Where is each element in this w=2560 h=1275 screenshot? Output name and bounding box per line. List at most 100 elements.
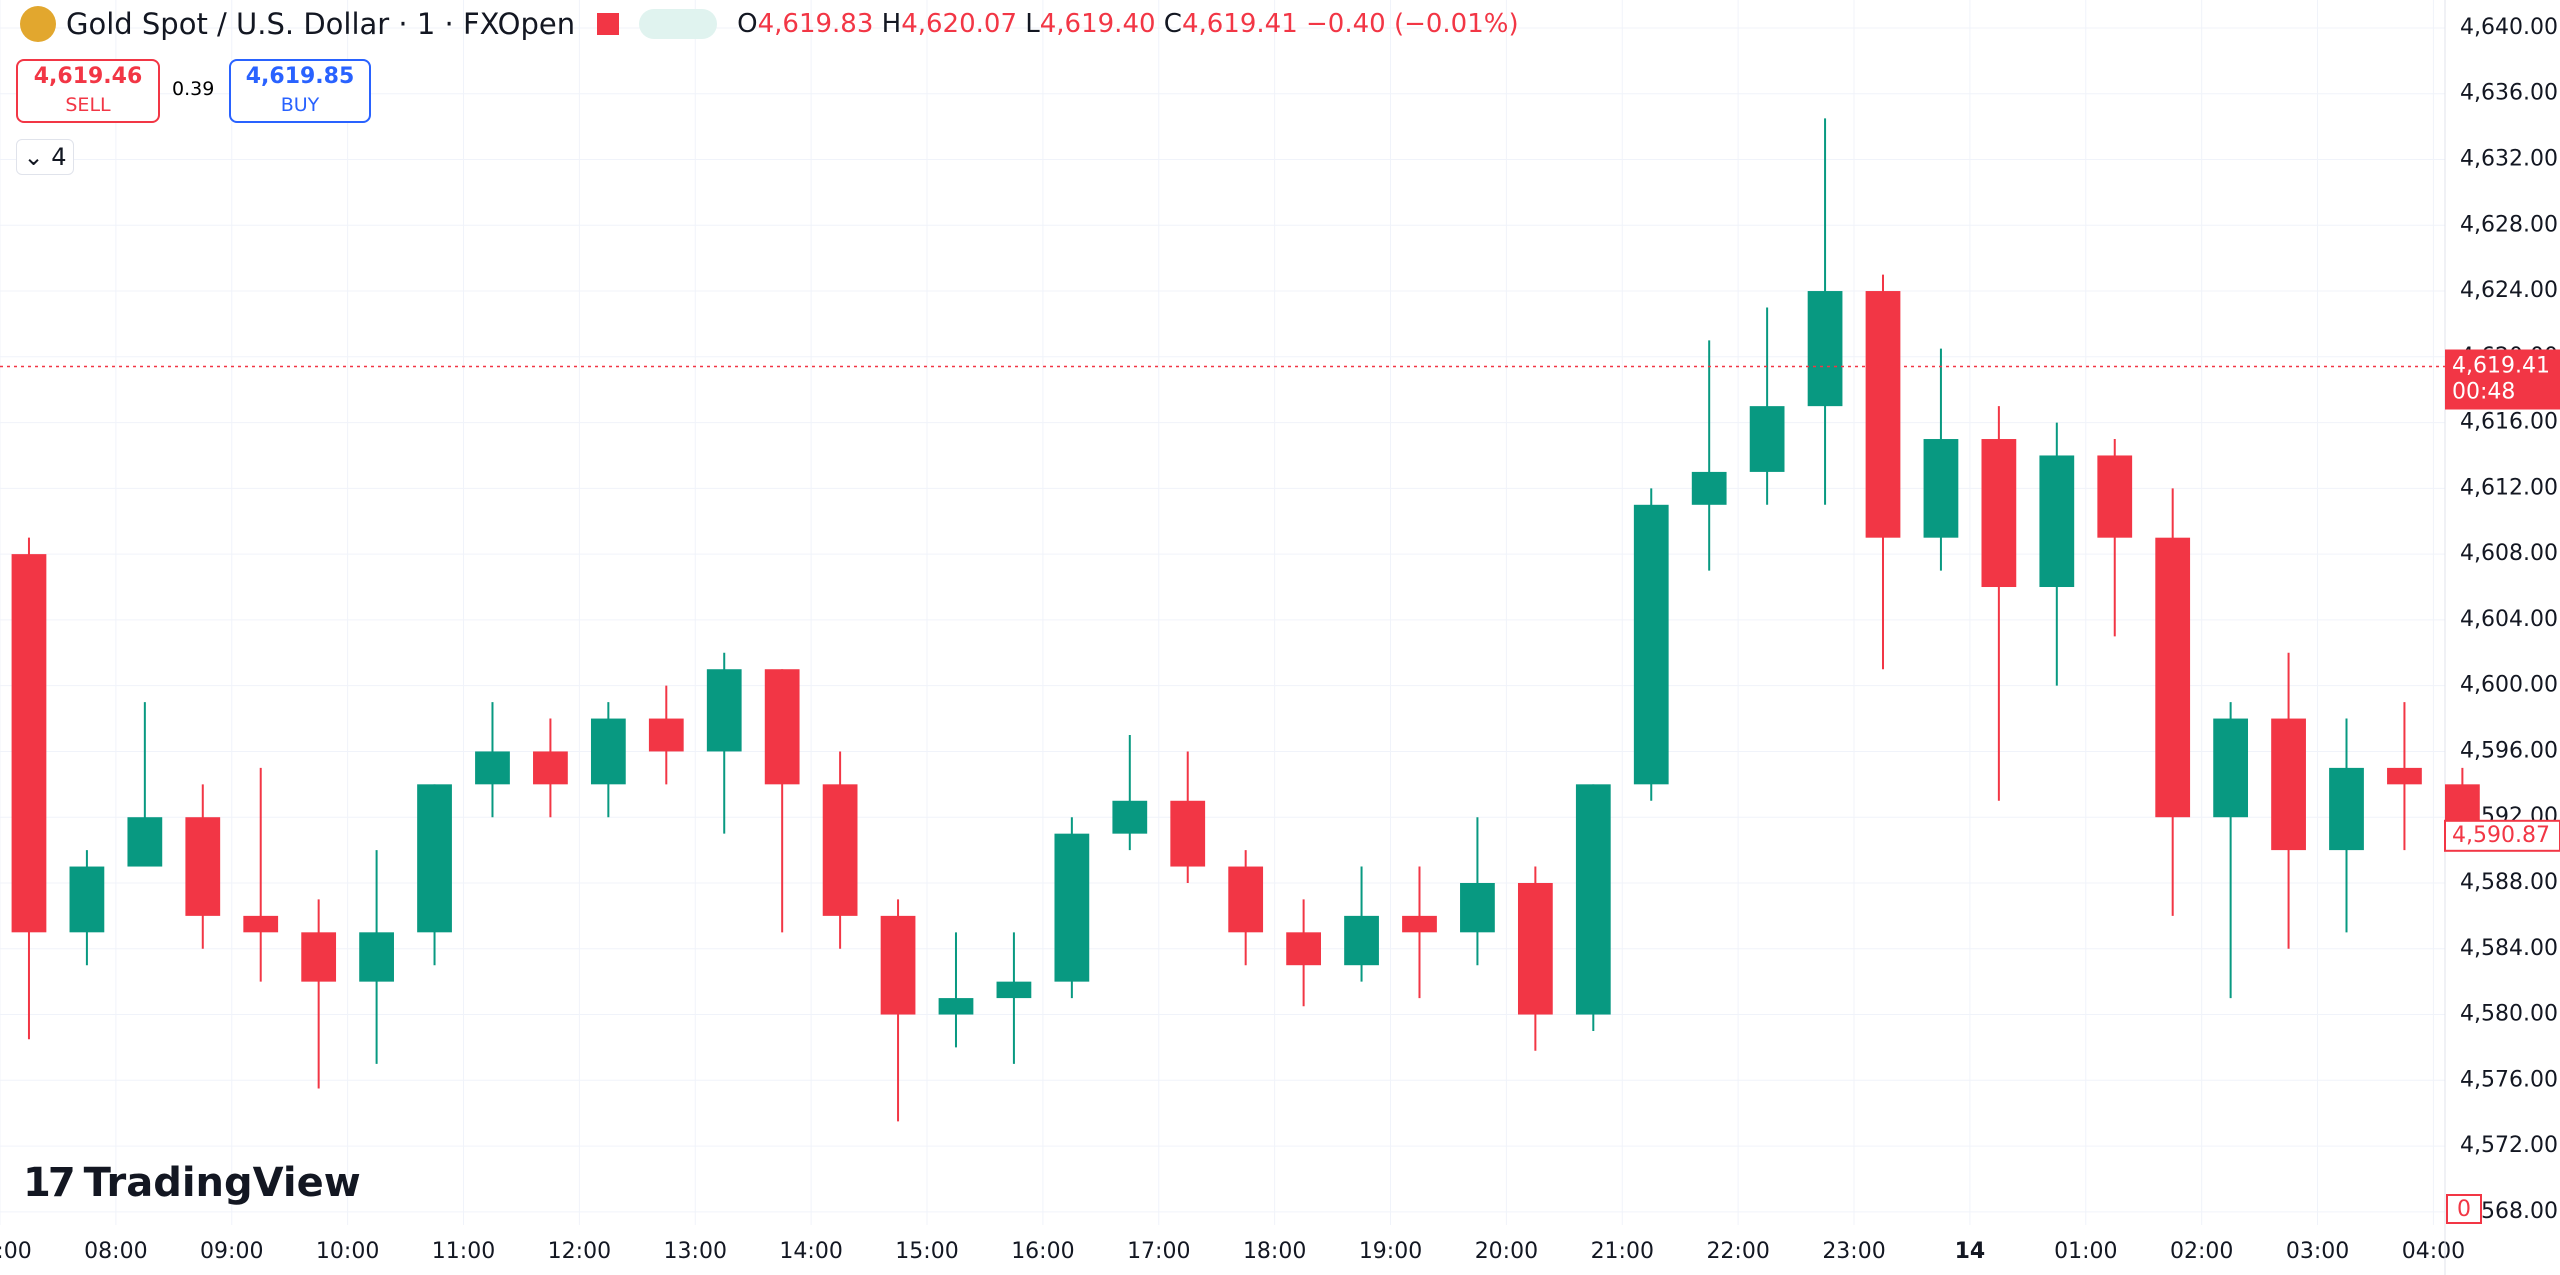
y-tick-label: 4,624.00 [2460, 278, 2558, 303]
indicator-toggle[interactable]: ⌄ 4 [16, 139, 74, 175]
x-tick-label: 07:00 [0, 1239, 32, 1264]
candle-body [1460, 882, 1495, 933]
candle-body [938, 998, 974, 1015]
y-tick-label: 4,632.00 [2460, 146, 2558, 171]
candle-body [11, 554, 47, 933]
change: −0.40 (−0.01%) [1306, 9, 1519, 39]
x-tick-label: 14:00 [779, 1239, 842, 1264]
x-tick-label: 08:00 [84, 1239, 147, 1264]
x-tick-label: 02:00 [2170, 1239, 2233, 1264]
candle-body [764, 669, 800, 785]
c-label: C [1163, 9, 1182, 39]
candle-body [475, 751, 510, 785]
candle-body [185, 817, 221, 916]
y-tick-label: 4,616.00 [2460, 410, 2558, 435]
candle-body [880, 915, 916, 1015]
candle-body [1807, 291, 1843, 407]
l-label: L [1025, 9, 1040, 39]
y-tick-label: 4,608.00 [2460, 541, 2558, 566]
candle-body [359, 932, 394, 982]
x-tick-label: 14 [1955, 1239, 1986, 1264]
x-tick-label: 10:00 [316, 1239, 379, 1264]
candle-body [533, 751, 568, 785]
candle-body [1517, 882, 1553, 1015]
x-tick-label: 21:00 [1591, 1239, 1654, 1264]
candle-body [1344, 915, 1379, 966]
y-tick-label: 4,580.00 [2460, 1002, 2558, 1027]
h-label: H [881, 9, 902, 39]
sell-label: SELL [65, 94, 111, 116]
x-tick-label: 09:00 [200, 1239, 263, 1264]
candle-body [1112, 800, 1148, 834]
buy-button[interactable]: 4,619.85 BUY [229, 59, 371, 123]
candle-body [1228, 866, 1264, 933]
countdown: 00:48 [2452, 380, 2515, 405]
x-tick-label: 18:00 [1243, 1239, 1306, 1264]
y-tick-label: 4,636.00 [2460, 81, 2558, 106]
x-tick-label: 15:00 [895, 1239, 958, 1264]
candle-body [822, 784, 858, 916]
sell-button[interactable]: 4,619.46 SELL [16, 59, 160, 123]
candle-body [2155, 537, 2191, 818]
spread: 0.39 [172, 78, 215, 100]
y-tick-label: 4,604.00 [2460, 607, 2558, 632]
y-tick-label: 4,596.00 [2460, 738, 2558, 763]
y-tick-label: 4,576.00 [2460, 1067, 2558, 1092]
close-marker-label: 4,590.87 [2452, 823, 2550, 848]
logo: 17 TradingView [23, 1160, 361, 1206]
last-price-label: 4,619.41 [2452, 354, 2550, 379]
candle-body [1633, 504, 1669, 785]
candle-body [590, 718, 626, 785]
candle-body [2039, 455, 2075, 588]
logo-text: TradingView [83, 1160, 361, 1206]
candle-body [417, 784, 452, 933]
status-pill[interactable] [639, 9, 718, 39]
x-tick-label: 11:00 [432, 1239, 495, 1264]
last-price-box [2445, 349, 2560, 410]
x-tick-label: 19:00 [1359, 1239, 1422, 1264]
y-tick-label: 4,612.00 [2460, 475, 2558, 500]
o-label: O [737, 9, 758, 39]
x-tick-label: 23:00 [1822, 1239, 1885, 1264]
x-tick-label: 12:00 [548, 1239, 611, 1264]
candle-body [1865, 291, 1901, 538]
candle-body [1575, 784, 1611, 1015]
y-tick-label: 4,640.00 [2460, 15, 2558, 40]
y-tick-label: 4,588.00 [2460, 870, 2558, 895]
candle-body [648, 718, 684, 752]
candle-body [2387, 767, 2422, 785]
volume-box [2446, 1194, 2482, 1224]
y-tick-label: 4,600.00 [2460, 673, 2558, 698]
sell-price: 4,619.46 [33, 64, 143, 89]
candle-body [1691, 471, 1727, 505]
flag[interactable] [597, 13, 620, 35]
indicator-count: 4 [51, 143, 67, 171]
candle-body [1923, 439, 1959, 538]
l-value: 4,619.40 [1039, 9, 1156, 39]
symbol-title[interactable]: Gold Spot / U.S. Dollar · 1 · FXOpen [66, 7, 576, 41]
candle-body [243, 915, 279, 933]
candle-body [996, 981, 1032, 999]
symbol-icon [20, 6, 56, 42]
buy-label: BUY [280, 94, 320, 116]
o-value: 4,619.83 [757, 9, 874, 39]
candle-body [2213, 718, 2249, 818]
y-tick-label: 4,572.00 [2460, 1133, 2558, 1158]
x-tick-label: 16:00 [1011, 1239, 1074, 1264]
candle-body [1286, 932, 1321, 966]
candle-body [127, 817, 163, 867]
x-tick-label: 20:00 [1475, 1239, 1538, 1264]
candle-body [1981, 439, 2017, 588]
x-tick-label: 22:00 [1706, 1239, 1769, 1264]
y-tick-label: 4,584.00 [2460, 936, 2558, 961]
x-tick-label: 03:00 [2286, 1239, 2349, 1264]
candle-body [69, 866, 105, 933]
y-tick-label: 4,628.00 [2460, 212, 2558, 237]
volume-label: 0 [2457, 1197, 2471, 1222]
candle-body [1749, 406, 1785, 472]
candle-body [2329, 767, 2364, 851]
x-tick-label: 01:00 [2054, 1239, 2117, 1264]
x-tick-label: 17:00 [1127, 1239, 1190, 1264]
